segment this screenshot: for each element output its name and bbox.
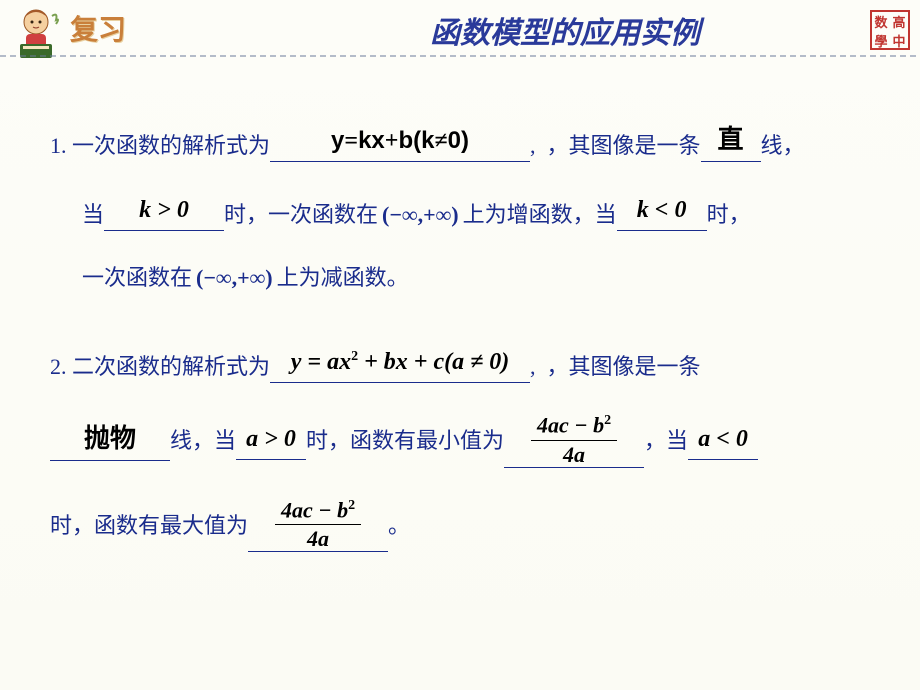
- text: 上为减函数。: [277, 261, 409, 294]
- blank-linear-formula: y = kx + b(k ≠ 0): [270, 123, 530, 162]
- blank-a-positive: a > 0: [236, 421, 306, 460]
- text: 时，函数有最大值为: [50, 509, 248, 542]
- text: 上为增函数，当: [463, 198, 617, 231]
- interval: (−∞,+∞): [378, 198, 463, 231]
- text: 。: [388, 509, 410, 542]
- stamp-cell: 中: [890, 31, 908, 50]
- text: ，当: [644, 424, 688, 457]
- q1-line1: 1. 一次函数的解析式为 y = kx + b(k ≠ 0) , ，其图像是一条…: [50, 120, 880, 162]
- review-label: 复习: [70, 8, 126, 48]
- text: ，其图像是一条: [547, 350, 701, 383]
- mascot-icon: [8, 4, 64, 60]
- text: ,: [530, 129, 547, 162]
- text: 2. 二次函数的解析式为: [50, 350, 270, 383]
- stamp-cell: 高: [890, 12, 908, 31]
- blank-min-value: 4ac − b2 4a: [504, 413, 644, 468]
- text: 时，一次函数在: [224, 198, 378, 231]
- text: 一次函数在: [82, 261, 192, 294]
- text: 当: [82, 198, 104, 231]
- q2-line1: 2. 二次函数的解析式为 y = ax2 + bx + c(a ≠ 0) , ，…: [50, 344, 880, 383]
- text: 1. 一次函数的解析式为: [50, 129, 270, 162]
- slide-header: 复习 函数模型的应用实例 数 高 學 中: [0, 0, 920, 60]
- stamp-cell: 数: [872, 12, 890, 31]
- blank-line-type: 直: [701, 120, 761, 162]
- interval: (−∞,+∞): [192, 261, 277, 294]
- blank-k-positive: k > 0: [104, 192, 224, 231]
- text: ,: [530, 350, 547, 383]
- blank-curve-type: 抛物: [50, 419, 170, 461]
- subject-stamp: 数 高 學 中: [870, 10, 910, 50]
- q1-line3: 一次函数在 (−∞,+∞) 上为减函数。: [82, 261, 880, 294]
- text: ，其图像是一条: [547, 129, 701, 162]
- page-title: 函数模型的应用实例: [430, 8, 700, 52]
- blank-a-negative: a < 0: [688, 421, 758, 460]
- text: 线，: [761, 129, 805, 162]
- text: 时，: [707, 198, 751, 231]
- q2-line2: 抛物 线，当 a > 0 时，函数有最小值为 4ac − b2 4a ，当 a …: [50, 413, 880, 468]
- q2-line3: 时，函数有最大值为 4ac − b2 4a 。: [50, 498, 880, 553]
- blank-max-value: 4ac − b2 4a: [248, 498, 388, 553]
- divider-line: [0, 54, 920, 58]
- q1-line2: 当 k > 0 时，一次函数在 (−∞,+∞) 上为增函数，当 k < 0 时，: [82, 192, 880, 231]
- blank-quadratic-formula: y = ax2 + bx + c(a ≠ 0): [270, 344, 530, 383]
- stamp-cell: 學: [872, 31, 890, 50]
- text: 线，当: [170, 424, 236, 457]
- text: 时，函数有最小值为: [306, 424, 504, 457]
- content-area: 1. 一次函数的解析式为 y = kx + b(k ≠ 0) , ，其图像是一条…: [50, 120, 880, 582]
- blank-k-negative: k < 0: [617, 192, 707, 231]
